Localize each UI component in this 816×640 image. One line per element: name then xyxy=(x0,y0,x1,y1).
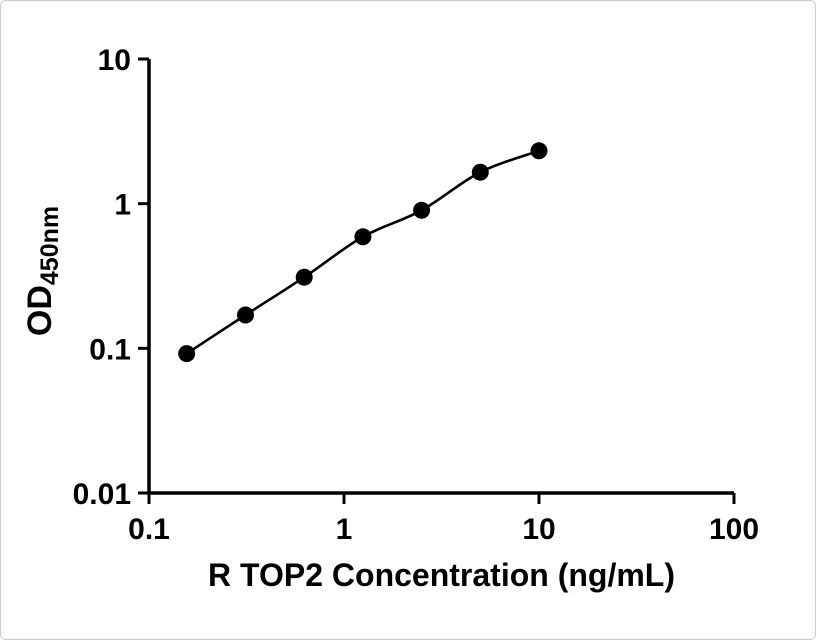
y-axis-title-main: OD xyxy=(21,285,59,337)
y-axis-title-sub: 450nm xyxy=(36,205,64,286)
data-point-marker xyxy=(471,163,489,181)
x-axis-tick-label: 0.1 xyxy=(128,513,170,546)
y-axis-tick-label: 10 xyxy=(98,44,131,77)
axis-lines xyxy=(147,59,734,495)
x-axis-title: R TOP2 Concentration (ng/mL) xyxy=(208,557,675,593)
data-point-marker xyxy=(295,268,313,286)
data-point-marker xyxy=(413,201,431,219)
y-axis-tick-label: 0.1 xyxy=(89,333,131,366)
y-axis-tick-label: 0.01 xyxy=(73,478,131,511)
x-axis-tick-label: 100 xyxy=(709,513,759,546)
data-point-marker xyxy=(237,306,254,324)
data-point-marker xyxy=(530,142,548,160)
data-point-marker xyxy=(178,345,196,363)
x-axis-tick-label: 1 xyxy=(336,513,353,546)
standard-curve-line xyxy=(185,149,540,355)
y-axis-title-text: OD450nm xyxy=(21,206,65,336)
data-point-marker xyxy=(354,228,372,246)
x-axis-tick-label: 10 xyxy=(522,513,555,546)
y-axis-tick-label: 1 xyxy=(114,189,131,222)
